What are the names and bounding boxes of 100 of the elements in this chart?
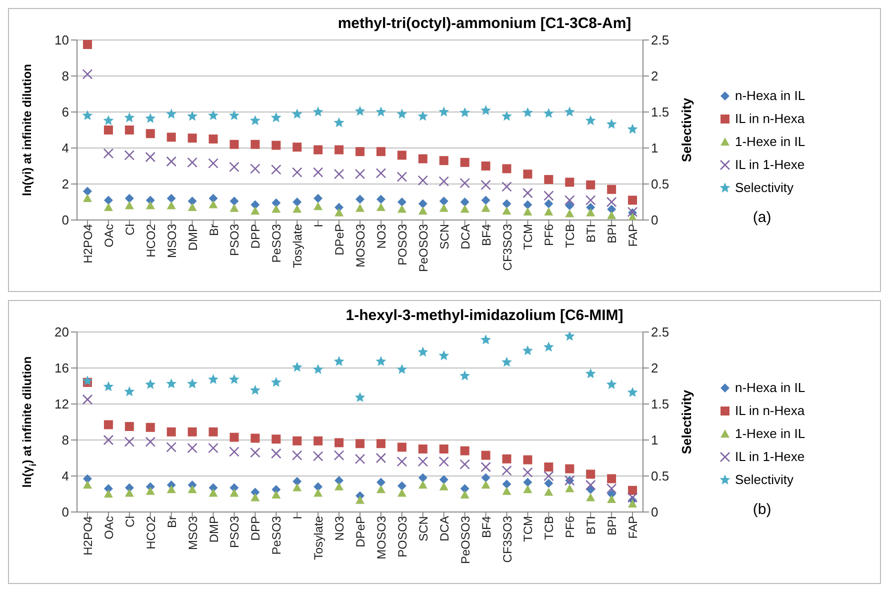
point [124,488,134,497]
point [250,493,260,502]
point [439,482,448,490]
point [208,488,218,497]
x-tick-label: OAc [102,224,116,248]
point [544,207,554,216]
legend-label: IL in n-Hexa [735,403,805,418]
point [564,195,575,206]
point [607,211,616,220]
point [272,434,281,444]
x-tick-label: PSO3 [228,224,242,256]
point [334,356,344,366]
y2-tick-label: 1 [651,432,658,448]
point [544,175,554,184]
x-tick-label: BTI [584,516,598,535]
point [502,110,512,121]
point [82,40,92,49]
point [250,206,260,215]
point [250,434,260,443]
legend-label: 1-Hexe in IL [735,134,806,149]
x-tick-label: DCA [437,516,452,542]
point [334,482,344,490]
point [82,480,92,489]
point [188,202,197,211]
x-tick-label: TCB [542,516,556,540]
point [522,188,533,198]
chart-title: 1-hexyl-3-methyl-imidazolium [C6-MIM] [344,307,624,324]
point [228,110,240,120]
y2-tick-label: 1.5 [651,104,670,120]
y-tick-label: 2 [62,176,69,192]
point [460,490,470,498]
point [523,478,532,487]
point [208,134,218,144]
x-tick-label: BTI [584,224,598,243]
point [146,129,155,138]
x-tick-label: HCO2 [144,224,158,258]
x-tick-label: I [312,224,326,228]
point [418,154,428,164]
point [439,204,448,212]
point [565,484,574,492]
point [250,115,260,126]
point [376,485,386,494]
point [146,201,155,210]
point [438,456,449,467]
x-tick-label: I [290,516,305,520]
point [188,134,197,143]
point [230,488,239,497]
point [187,378,198,388]
point [502,164,512,174]
point [480,180,491,190]
point [544,488,554,496]
point [356,194,364,204]
legend-label: n-Hexa in IL [735,88,806,103]
point [82,474,92,484]
point [481,473,490,482]
x-tick-label: PeOSO3 [458,516,472,564]
point [188,427,197,436]
x-tick-label: NO3 [332,516,347,541]
point [586,208,596,216]
point [481,196,490,205]
point [418,346,428,357]
x-tick-label: Cl [122,224,137,236]
point [564,332,575,341]
x-tick-label: BPI [605,516,620,536]
x-tick-label: SCN [416,516,430,542]
point [376,356,386,366]
point [250,164,260,174]
point [272,140,281,150]
point [544,190,554,201]
x-tick-label: TCB [563,224,578,248]
point [481,204,490,212]
point [418,444,428,454]
point [292,142,302,152]
point [544,478,554,488]
point [481,450,490,460]
point [103,434,114,446]
point [312,167,324,178]
point [166,485,176,494]
point [292,362,302,372]
point [230,204,239,212]
text: (a) [752,209,772,226]
x-tick-label: MSO3 [164,224,179,258]
point [418,456,428,467]
point [166,201,176,210]
point [627,492,638,503]
x-tick-label: FAP [626,224,640,247]
text: (b) [752,501,772,518]
x-tick-label: TCM [521,224,536,250]
point [270,112,282,122]
y2-tick-label: 0.5 [651,176,670,192]
point [314,202,323,210]
x-tick-label: HCO2 [144,516,158,550]
point [585,195,596,206]
point [376,478,386,487]
y-tick-label: 0 [62,212,69,228]
x-tick-label: NO3 [374,224,388,249]
point [585,480,596,490]
point [292,108,302,119]
point [104,420,113,430]
point [439,196,448,206]
